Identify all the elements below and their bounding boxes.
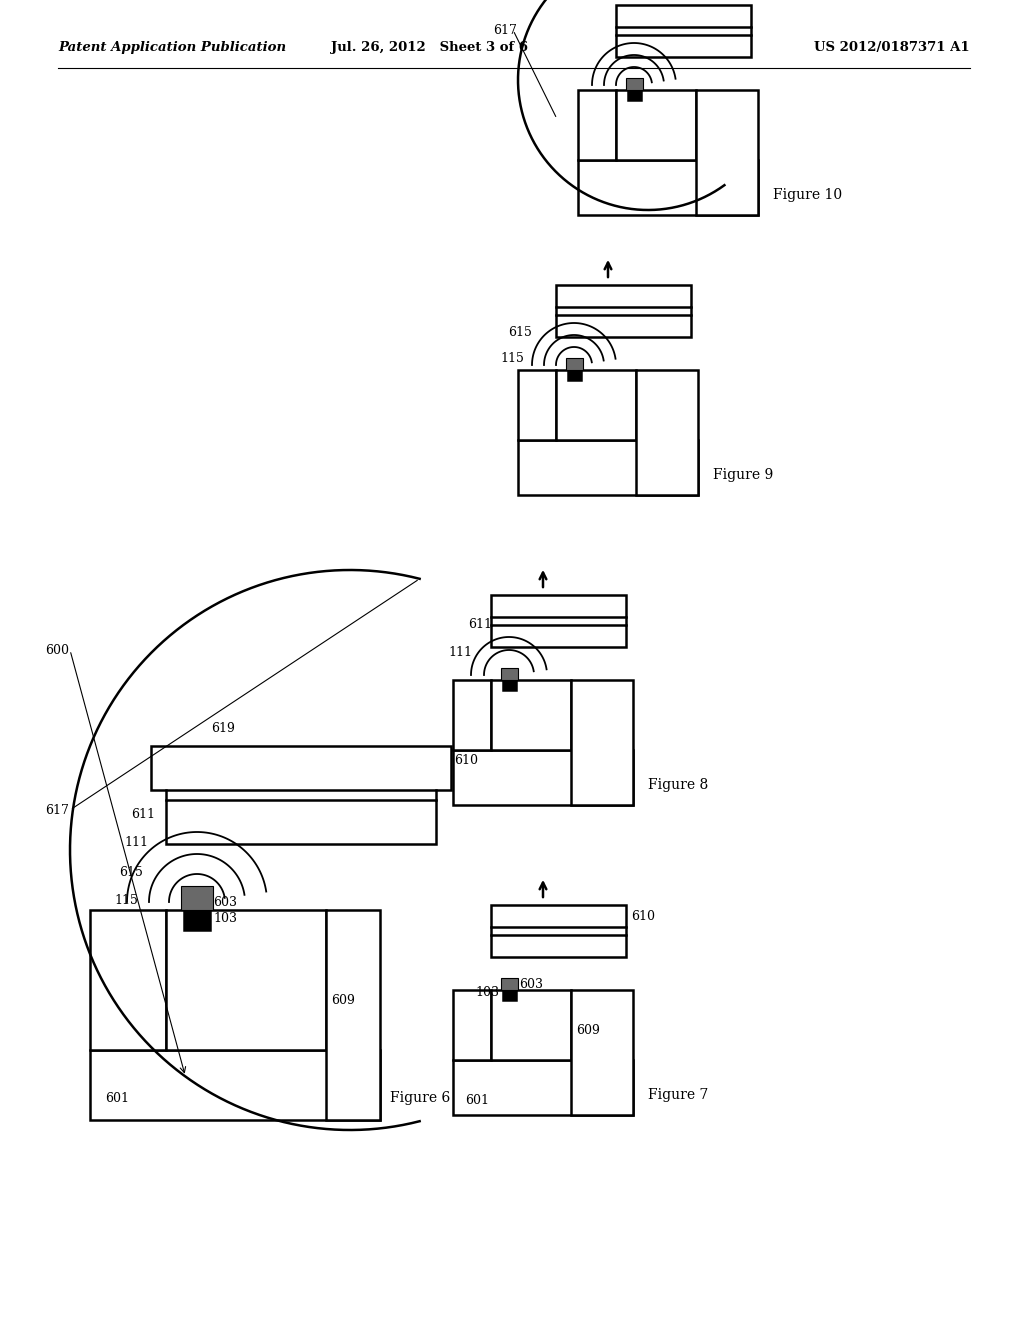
Bar [578, 160, 758, 215]
Bar [518, 440, 698, 495]
Bar [556, 285, 691, 308]
Bar [501, 978, 518, 990]
Text: 103: 103 [475, 986, 499, 999]
Bar [490, 935, 626, 957]
Bar [90, 909, 166, 1049]
Bar [518, 370, 556, 440]
Bar [636, 370, 698, 495]
Bar [453, 1060, 633, 1115]
Bar [453, 680, 490, 750]
Text: US 2012/0187371 A1: US 2012/0187371 A1 [814, 41, 970, 54]
Bar [566, 358, 583, 370]
Bar [568, 370, 581, 380]
Text: 600: 600 [45, 644, 69, 656]
Bar [503, 680, 516, 690]
Bar [556, 315, 691, 337]
Bar [616, 5, 751, 26]
Text: 617: 617 [493, 24, 517, 37]
Text: 615: 615 [119, 866, 143, 879]
Bar [490, 595, 626, 616]
Bar [571, 680, 633, 805]
Text: 115: 115 [500, 351, 524, 364]
Text: 611: 611 [131, 808, 155, 821]
Text: 615: 615 [508, 326, 531, 338]
Bar [166, 909, 326, 1049]
Text: Figure 8: Figure 8 [648, 777, 709, 792]
Bar [616, 90, 696, 160]
Text: 115: 115 [114, 894, 138, 907]
Bar [503, 990, 516, 1001]
Bar [326, 909, 380, 1119]
Bar [151, 746, 451, 789]
Bar [616, 36, 751, 57]
Bar [628, 90, 641, 100]
Text: Figure 7: Figure 7 [648, 1088, 709, 1102]
Bar [578, 90, 616, 160]
Bar [490, 624, 626, 647]
Text: Figure 10: Figure 10 [773, 187, 842, 202]
Bar [626, 78, 643, 90]
Text: Patent Application Publication: Patent Application Publication [58, 41, 286, 54]
Bar [490, 680, 571, 750]
Text: 619: 619 [211, 722, 234, 734]
Text: 610: 610 [454, 755, 478, 767]
Text: 103: 103 [213, 912, 237, 924]
Bar [556, 370, 636, 440]
Text: 603: 603 [519, 978, 543, 990]
Bar [453, 990, 490, 1060]
Bar [571, 990, 633, 1115]
Text: 609: 609 [331, 994, 355, 1006]
Bar [166, 800, 436, 843]
Text: 111: 111 [124, 836, 148, 849]
Text: 601: 601 [465, 1093, 489, 1106]
Text: 610: 610 [631, 909, 655, 923]
Text: 603: 603 [213, 895, 237, 908]
Text: 617: 617 [45, 804, 69, 817]
Bar [181, 886, 213, 909]
Bar [490, 990, 571, 1060]
Text: Figure 9: Figure 9 [713, 469, 773, 482]
Text: Figure 6: Figure 6 [390, 1092, 451, 1105]
Text: Jul. 26, 2012   Sheet 3 of 6: Jul. 26, 2012 Sheet 3 of 6 [332, 41, 528, 54]
Bar [90, 1049, 380, 1119]
Text: 601: 601 [105, 1092, 129, 1105]
Bar [184, 909, 210, 931]
Bar [696, 90, 758, 215]
Text: 609: 609 [575, 1023, 600, 1036]
Bar [453, 750, 633, 805]
Bar [501, 668, 518, 680]
Text: 111: 111 [449, 645, 472, 659]
Bar [490, 906, 626, 927]
Text: 611: 611 [468, 619, 492, 631]
